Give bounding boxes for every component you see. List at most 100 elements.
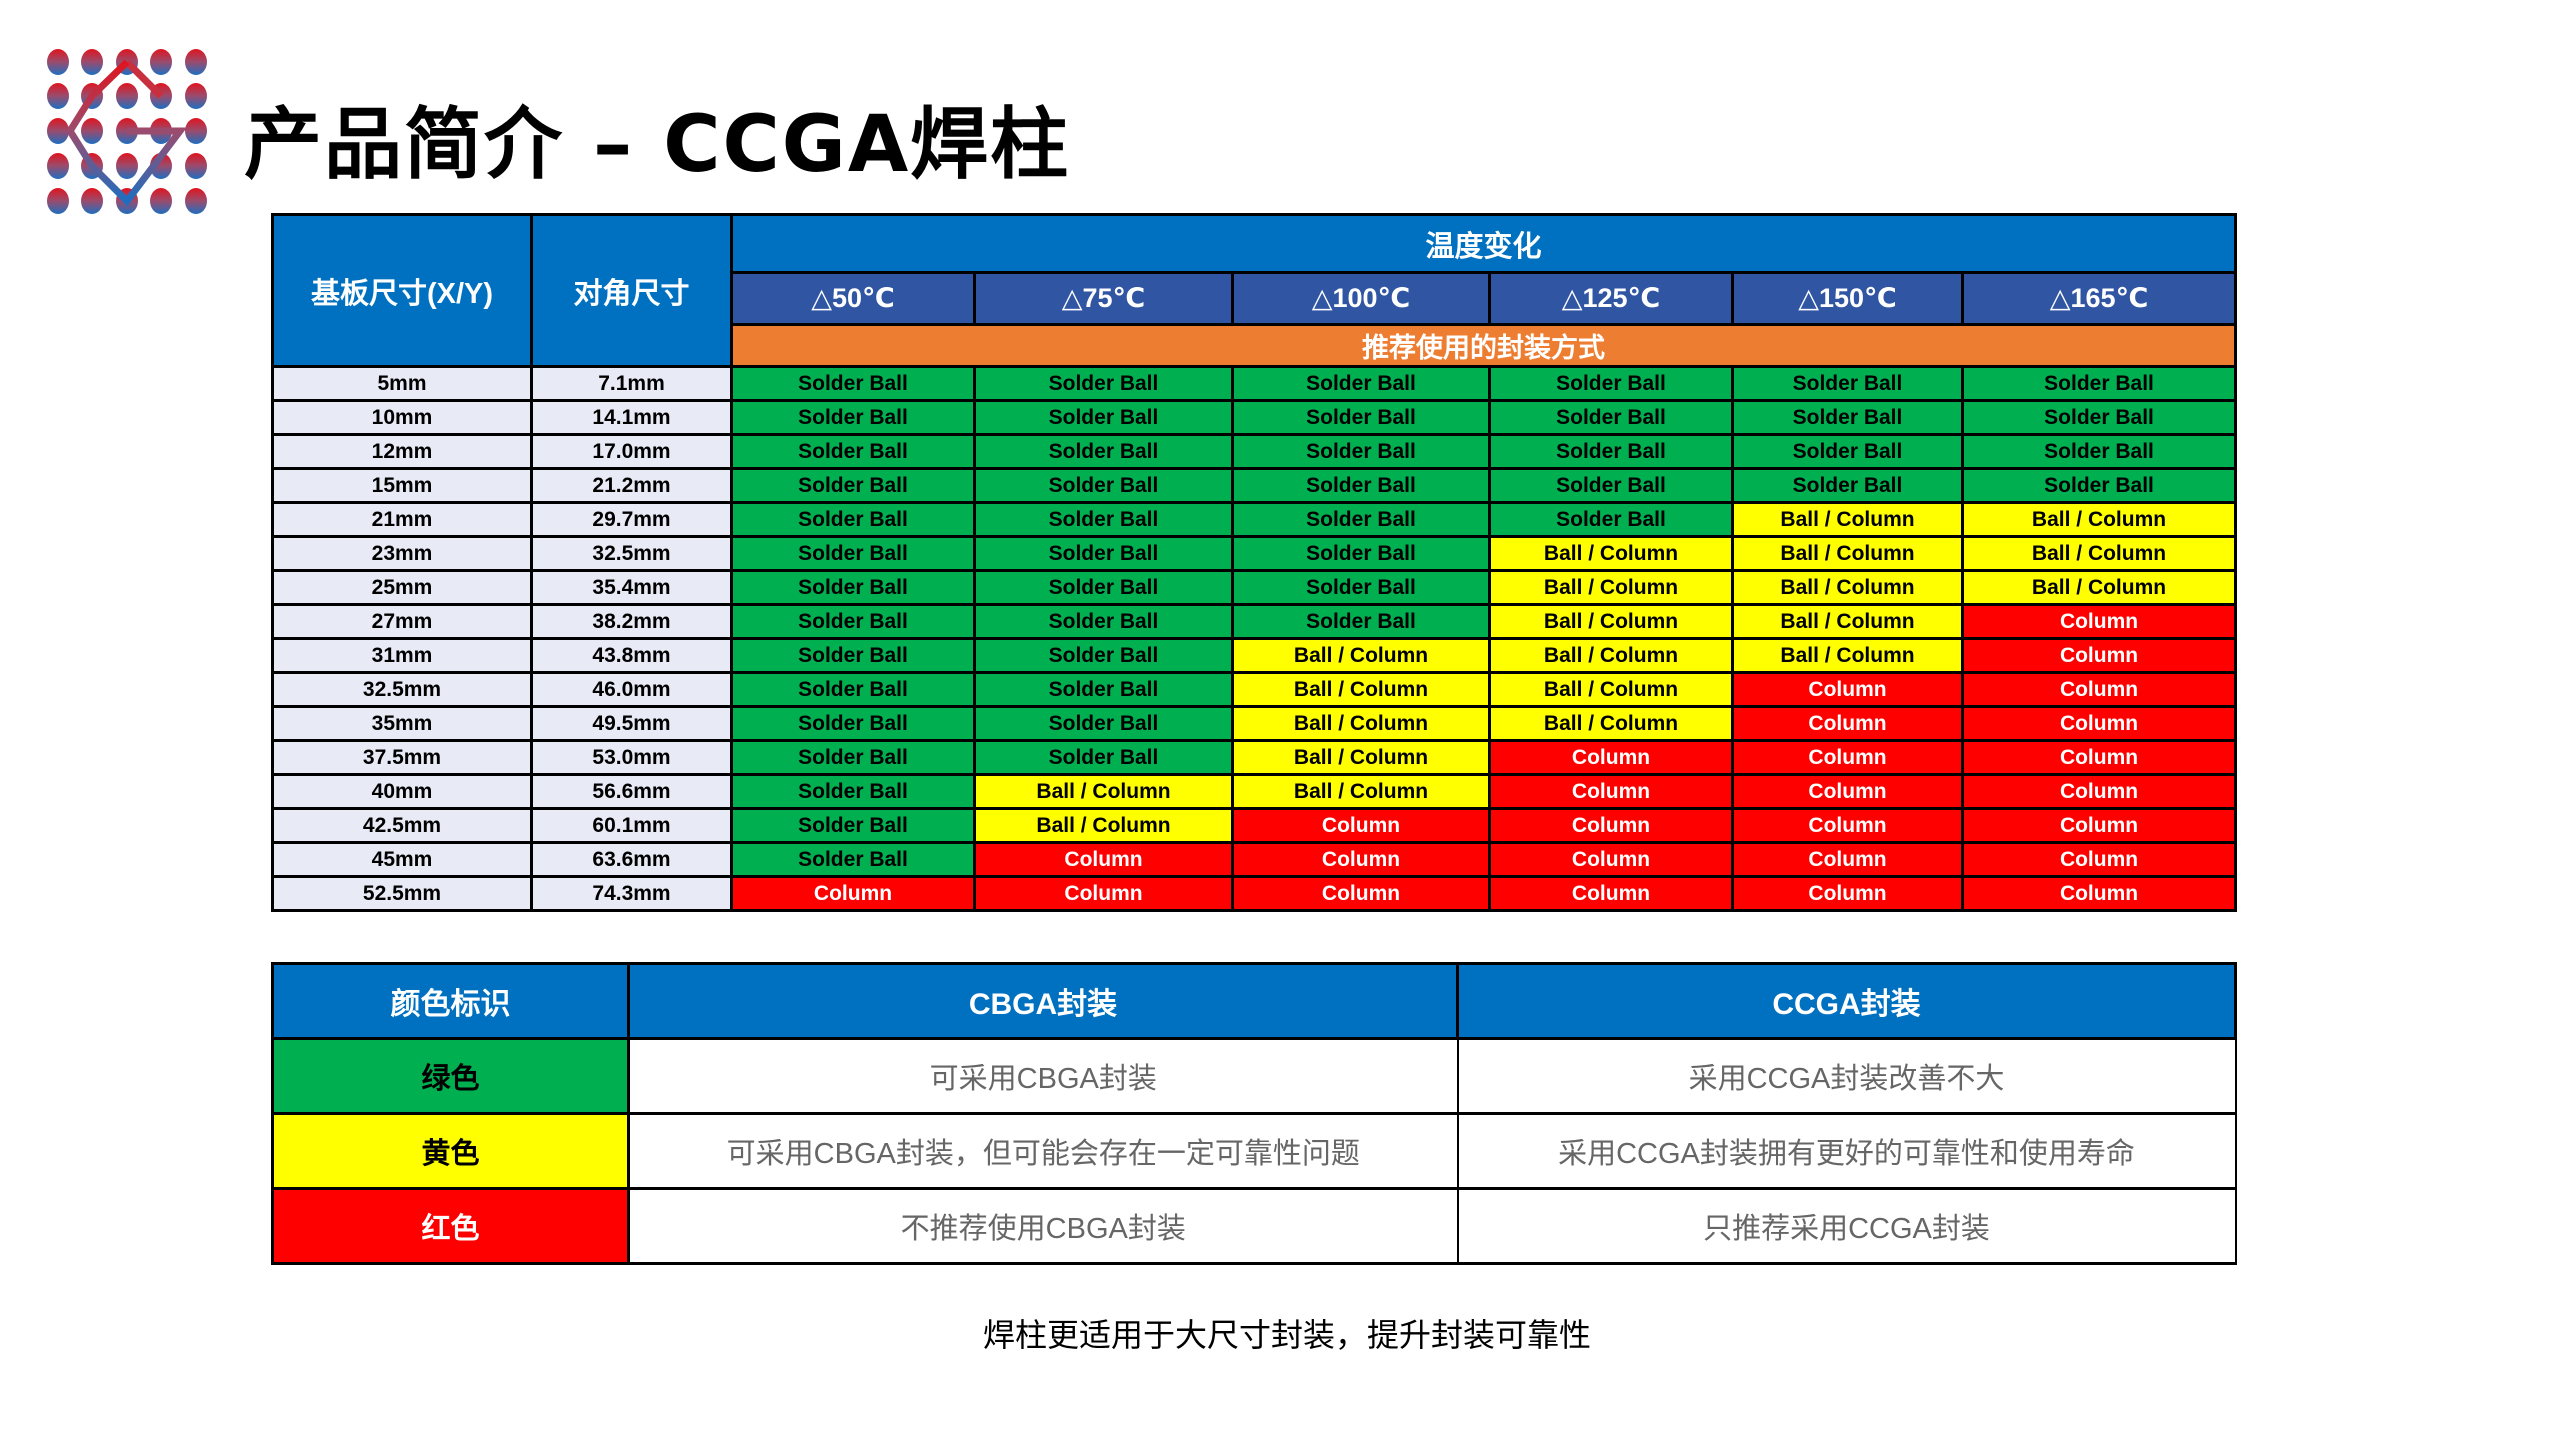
package-cell: Solder Ball [730,671,976,708]
package-cell: Column [1488,841,1734,878]
package-cell: Solder Ball [973,637,1234,674]
package-cell: Column [1731,671,1964,708]
legend-row: 绿色 可采用CBGA封装 采用CCGA封装改善不大 [271,1037,2237,1115]
legend-header-color: 颜色标识 [271,962,630,1040]
package-cell: Solder Ball [730,433,976,470]
substrate-size-cell: 32.5mm [271,671,533,708]
package-cell: Column [1960,739,2238,776]
table-row: 32.5mm 46.0mm Solder Ball Solder Ball Ball /… [271,671,2238,708]
package-cell: Solder Ball [1731,365,1964,402]
legend-cbga-text: 可采用CBGA封装 [627,1037,1459,1115]
diagonal-size-cell: 49.5mm [530,705,733,742]
package-cell: Column [730,875,976,912]
package-cell: Solder Ball [1231,467,1491,504]
header-temp-2: △100℃ [1231,271,1491,326]
package-cell: Column [1731,705,1964,742]
substrate-size-cell: 42.5mm [271,807,533,844]
package-cell: Solder Ball [973,399,1234,436]
package-cell: Column [1960,671,2238,708]
table-row: 5mm 7.1mm Solder Ball Solder Ball Solder Bal… [271,365,2238,402]
table-row: 10mm 14.1mm Solder Ball Solder Ball Solder B… [271,399,2238,436]
legend-header-cbga: CBGA封装 [627,962,1459,1040]
package-cell: Column [1488,773,1734,810]
package-cell: Solder Ball [1960,467,2238,504]
package-cell: Solder Ball [1960,365,2238,402]
package-cell: Column [1488,807,1734,844]
package-cell: Column [1960,807,2238,844]
package-cell: Solder Ball [1488,433,1734,470]
package-cell: Column [1960,705,2238,742]
package-cell: Ball / Column [973,773,1234,810]
company-logo-icon [47,49,207,214]
color-legend-table: 颜色标识 CBGA封装 CCGA封装 绿色 可采用CBGA封装 采用CCGA封装改善… [271,962,2237,1265]
substrate-size-cell: 27mm [271,603,533,640]
package-cell: Ball / Column [1488,705,1734,742]
header-substrate-size: 基板尺寸(X/Y) [271,213,533,368]
legend-color-label: 绿色 [271,1037,630,1115]
diagonal-size-cell: 14.1mm [530,399,733,436]
package-cell: Solder Ball [973,705,1234,742]
diagonal-size-cell: 46.0mm [530,671,733,708]
package-cell: Solder Ball [1488,365,1734,402]
package-cell: Column [1231,875,1491,912]
footer-caption: 焊柱更适用于大尺寸封装，提升封装可靠性 [982,1317,1591,1353]
package-cell: Column [1960,841,2238,878]
package-cell: Ball / Column [1231,705,1491,742]
package-cell: Solder Ball [973,603,1234,640]
table-row: 40mm 56.6mm Solder Ball Ball / Column Ball /… [271,773,2238,810]
package-cell: Solder Ball [1231,569,1491,606]
diagonal-size-cell: 32.5mm [530,535,733,572]
substrate-size-cell: 40mm [271,773,533,810]
package-cell: Ball / Column [1488,603,1734,640]
package-cell: Ball / Column [973,807,1234,844]
diagonal-size-cell: 56.6mm [530,773,733,810]
package-cell: Solder Ball [973,501,1234,538]
table-row: 21mm 29.7mm Solder Ball Solder Ball Solder B… [271,501,2238,538]
package-cell: Column [973,875,1234,912]
package-cell: Column [1231,807,1491,844]
package-cell: Solder Ball [1231,433,1491,470]
legend-ccga-text: 采用CCGA封装拥有更好的可靠性和使用寿命 [1456,1112,2237,1190]
package-cell: Solder Ball [730,399,976,436]
package-cell: Ball / Column [1231,637,1491,674]
page-title: 产品简介 – CCGA焊柱 [244,100,1071,190]
package-cell: Column [1488,739,1734,776]
table-row: 45mm 63.6mm Solder Ball Column Column Column C… [271,841,2238,878]
legend-cbga-text: 不推荐使用CBGA封装 [627,1187,1459,1265]
package-cell: Solder Ball [973,365,1234,402]
table-row: 52.5mm 74.3mm Column Column Column Column Colu… [271,875,2238,912]
package-cell: Solder Ball [1488,501,1734,538]
diagonal-size-cell: 7.1mm [530,365,733,402]
package-cell: Ball / Column [1488,671,1734,708]
package-cell: Solder Ball [730,569,976,606]
substrate-size-cell: 37.5mm [271,739,533,776]
package-cell: Solder Ball [973,739,1234,776]
table-row: 35mm 49.5mm Solder Ball Solder Ball Ball / C… [271,705,2238,742]
package-cell: Solder Ball [973,569,1234,606]
package-cell: Column [1960,637,2238,674]
package-cell: Solder Ball [730,535,976,572]
legend-header-ccga: CCGA封装 [1456,962,2237,1040]
substrate-size-cell: 10mm [271,399,533,436]
package-cell: Solder Ball [1731,467,1964,504]
substrate-size-cell: 31mm [271,637,533,674]
header-temp-5: △165℃ [1960,271,2238,326]
legend-color-label: 红色 [271,1187,630,1265]
package-cell: Solder Ball [1731,399,1964,436]
legend-ccga-text: 采用CCGA封装改善不大 [1456,1037,2237,1115]
package-cell: Ball / Column [1488,569,1734,606]
legend-ccga-text: 只推荐采用CCGA封装 [1456,1187,2237,1265]
substrate-size-cell: 5mm [271,365,533,402]
package-cell: Solder Ball [730,637,976,674]
package-cell: Solder Ball [730,841,976,878]
header-temperature-change: 温度变化 [729,213,2238,274]
package-cell: Solder Ball [730,807,976,844]
package-cell: Ball / Column [1960,569,2238,606]
table-row: 42.5mm 60.1mm Solder Ball Ball / Column Colu… [271,807,2238,844]
package-cell: Ball / Column [1731,603,1964,640]
header-temp-3: △125℃ [1488,271,1734,326]
package-cell: Solder Ball [1731,433,1964,470]
substrate-size-cell: 12mm [271,433,533,470]
substrate-size-cell: 25mm [271,569,533,606]
package-cell: Ball / Column [1231,773,1491,810]
